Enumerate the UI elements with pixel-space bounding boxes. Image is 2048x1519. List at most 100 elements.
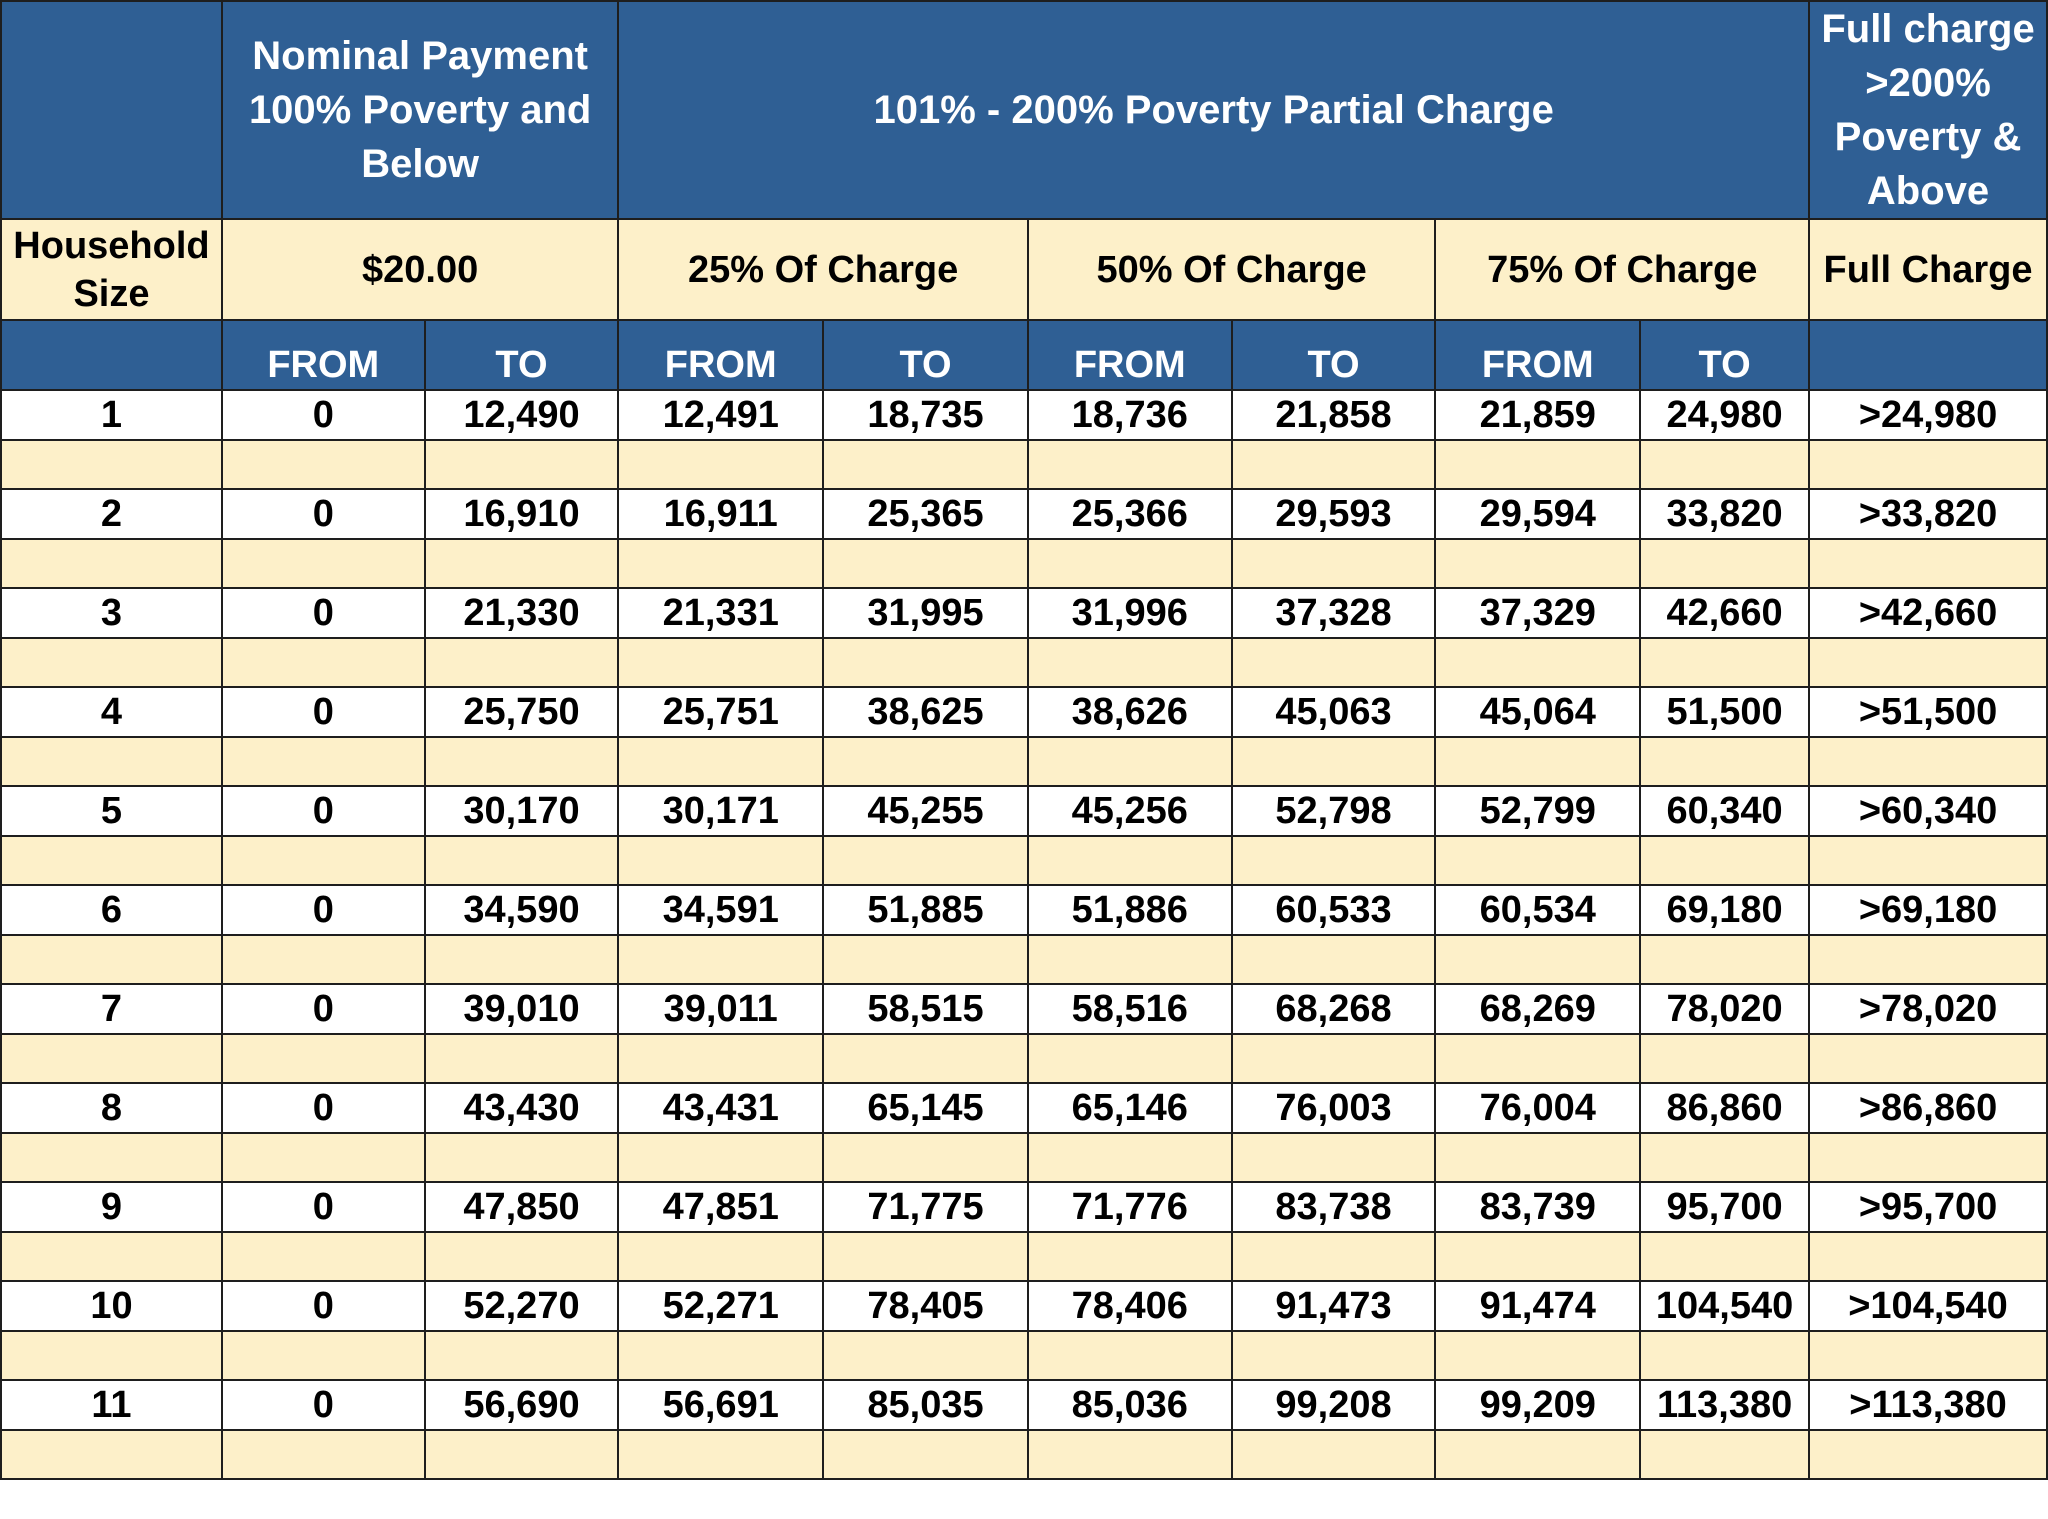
spacer-cell bbox=[617, 1429, 825, 1480]
p75-to-cell: 51,500 bbox=[1639, 686, 1811, 738]
p50-from-cell: 71,776 bbox=[1026, 1181, 1233, 1233]
spacer-row bbox=[0, 439, 2048, 490]
spacer-cell bbox=[617, 736, 825, 787]
spacer-row bbox=[0, 1132, 2048, 1183]
nominal-to-cell: 52,270 bbox=[423, 1280, 620, 1332]
full-charge-cell: >86,860 bbox=[1808, 1082, 2048, 1134]
p25-to-cell: 31,995 bbox=[822, 587, 1029, 639]
table-row: 7 0 39,010 39,011 58,515 58,516 68,268 68,269 78… bbox=[0, 983, 2048, 1035]
p50-from-cell: 85,036 bbox=[1026, 1379, 1233, 1431]
p50-from-cell: 65,146 bbox=[1026, 1082, 1233, 1134]
header-from-25: FROM bbox=[617, 319, 825, 391]
spacer-cell bbox=[0, 439, 223, 490]
spacer-cell bbox=[1639, 736, 1811, 787]
p50-to-cell: 76,003 bbox=[1230, 1082, 1437, 1134]
spacer-cell bbox=[1434, 934, 1642, 985]
header-from-to-corner bbox=[0, 319, 223, 391]
spacer-cell bbox=[1639, 1132, 1811, 1183]
spacer-cell bbox=[1808, 1033, 2048, 1084]
spacer-cell bbox=[220, 538, 426, 589]
spacer-row bbox=[0, 1429, 2048, 1480]
spacer-cell bbox=[220, 1429, 426, 1480]
household-size-cell: 11 bbox=[0, 1379, 223, 1431]
nominal-from-cell: 0 bbox=[220, 389, 426, 441]
p50-to-cell: 99,208 bbox=[1230, 1379, 1437, 1431]
nominal-from-cell: 0 bbox=[220, 884, 426, 936]
nominal-to-cell: 12,490 bbox=[423, 389, 620, 441]
p50-to-cell: 52,798 bbox=[1230, 785, 1437, 837]
household-size-cell: 4 bbox=[0, 686, 223, 738]
p25-from-cell: 25,751 bbox=[617, 686, 825, 738]
household-size-cell: 6 bbox=[0, 884, 223, 936]
p75-from-cell: 45,064 bbox=[1434, 686, 1642, 738]
spacer-cell bbox=[220, 1231, 426, 1282]
spacer-cell bbox=[1230, 736, 1437, 787]
sliding-fee-table: Nominal Payment 100% Poverty and Below 1… bbox=[0, 0, 2048, 1480]
spacer-cell bbox=[220, 934, 426, 985]
full-charge-cell: >33,820 bbox=[1808, 488, 2048, 540]
spacer-cell bbox=[1026, 736, 1233, 787]
full-charge-cell: >69,180 bbox=[1808, 884, 2048, 936]
spacer-cell bbox=[1230, 934, 1437, 985]
spacer-cell bbox=[1026, 835, 1233, 886]
full-charge-cell: >51,500 bbox=[1808, 686, 2048, 738]
spacer-cell bbox=[1230, 538, 1437, 589]
p75-to-cell: 104,540 bbox=[1639, 1280, 1811, 1332]
nominal-to-cell: 16,910 bbox=[423, 488, 620, 540]
spacer-cell bbox=[1434, 1429, 1642, 1480]
household-size-cell: 8 bbox=[0, 1082, 223, 1134]
spacer-cell bbox=[617, 1033, 825, 1084]
table-row: 8 0 43,430 43,431 65,145 65,146 76,003 76,004 86… bbox=[0, 1082, 2048, 1134]
spacer-cell bbox=[1230, 1231, 1437, 1282]
p75-to-cell: 42,660 bbox=[1639, 587, 1811, 639]
nominal-from-cell: 0 bbox=[220, 1280, 426, 1332]
spacer-cell bbox=[1639, 1429, 1811, 1480]
spacer-cell bbox=[1808, 1231, 2048, 1282]
p75-from-cell: 99,209 bbox=[1434, 1379, 1642, 1431]
table-row: 10 0 52,270 52,271 78,405 78,406 91,473 91,474 1… bbox=[0, 1280, 2048, 1332]
p25-to-cell: 25,365 bbox=[822, 488, 1029, 540]
full-charge-cell: >24,980 bbox=[1808, 389, 2048, 441]
p50-to-cell: 60,533 bbox=[1230, 884, 1437, 936]
p75-from-cell: 76,004 bbox=[1434, 1082, 1642, 1134]
p75-to-cell: 24,980 bbox=[1639, 389, 1811, 441]
spacer-row bbox=[0, 934, 2048, 985]
spacer-cell bbox=[822, 538, 1029, 589]
spacer-cell bbox=[822, 736, 1029, 787]
header-75-percent: 75% Of Charge bbox=[1434, 218, 1811, 321]
header-partial-charge: 101% - 200% Poverty Partial Charge bbox=[617, 0, 1811, 220]
p25-from-cell: 47,851 bbox=[617, 1181, 825, 1233]
spacer-cell bbox=[1808, 1330, 2048, 1381]
spacer-cell bbox=[1639, 637, 1811, 688]
p25-from-cell: 56,691 bbox=[617, 1379, 825, 1431]
spacer-cell bbox=[822, 934, 1029, 985]
p50-from-cell: 38,626 bbox=[1026, 686, 1233, 738]
spacer-cell bbox=[1230, 439, 1437, 490]
household-size-cell: 5 bbox=[0, 785, 223, 837]
spacer-cell bbox=[220, 1033, 426, 1084]
spacer-cell bbox=[423, 1132, 620, 1183]
spacer-cell bbox=[822, 1429, 1029, 1480]
spacer-cell bbox=[0, 1231, 223, 1282]
p25-from-cell: 34,591 bbox=[617, 884, 825, 936]
spacer-cell bbox=[0, 736, 223, 787]
full-charge-cell: >78,020 bbox=[1808, 983, 2048, 1035]
p50-from-cell: 31,996 bbox=[1026, 587, 1233, 639]
spacer-row bbox=[0, 538, 2048, 589]
p75-to-cell: 69,180 bbox=[1639, 884, 1811, 936]
spacer-cell bbox=[1434, 538, 1642, 589]
nominal-to-cell: 39,010 bbox=[423, 983, 620, 1035]
spacer-row bbox=[0, 1231, 2048, 1282]
spacer-cell bbox=[1639, 835, 1811, 886]
nominal-from-cell: 0 bbox=[220, 686, 426, 738]
header-from-50: FROM bbox=[1026, 319, 1233, 391]
nominal-to-cell: 43,430 bbox=[423, 1082, 620, 1134]
table-row: 2 0 16,910 16,911 25,365 25,366 29,593 29,594 33… bbox=[0, 488, 2048, 540]
spacer-cell bbox=[1639, 439, 1811, 490]
household-size-cell: 2 bbox=[0, 488, 223, 540]
p50-from-cell: 45,256 bbox=[1026, 785, 1233, 837]
household-size-cell: 10 bbox=[0, 1280, 223, 1332]
full-charge-cell: >104,540 bbox=[1808, 1280, 2048, 1332]
p50-to-cell: 68,268 bbox=[1230, 983, 1437, 1035]
spacer-cell bbox=[423, 1330, 620, 1381]
